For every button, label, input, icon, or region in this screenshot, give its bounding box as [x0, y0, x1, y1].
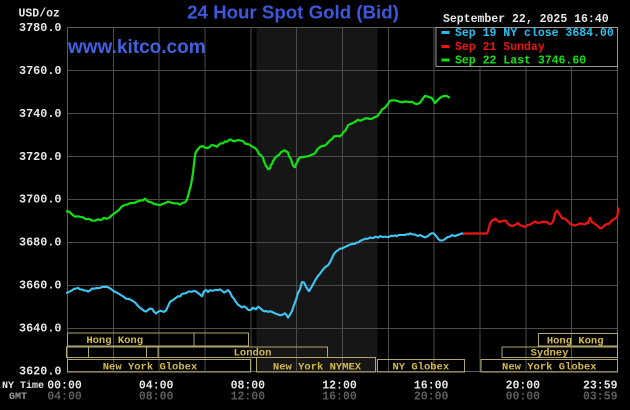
svg-text:3760.0: 3760.0: [19, 64, 61, 78]
svg-text:3740.0: 3740.0: [19, 107, 61, 121]
svg-text:04:00: 04:00: [47, 391, 82, 404]
svg-text:16:00: 16:00: [414, 380, 449, 393]
svg-text:Sep 19 NY close 3684.00: Sep 19 NY close 3684.00: [455, 27, 614, 40]
svg-text:23:59: 23:59: [583, 380, 618, 393]
svg-text:Sydney: Sydney: [531, 348, 570, 360]
svg-text:Sep 21 Sunday: Sep 21 Sunday: [455, 41, 545, 54]
svg-text:3700.0: 3700.0: [19, 193, 61, 207]
svg-text:Hong Kong: Hong Kong: [547, 336, 604, 348]
svg-text:03:59: 03:59: [583, 391, 618, 404]
svg-text:12:00: 12:00: [231, 391, 266, 404]
svg-text:New York NYMEX: New York NYMEX: [273, 361, 362, 373]
svg-text:3660.0: 3660.0: [19, 279, 61, 293]
svg-text:20:00: 20:00: [414, 391, 449, 404]
svg-text:www.kitco.com: www.kitco.com: [67, 37, 206, 58]
svg-text:24 Hour Spot Gold (Bid): 24 Hour Spot Gold (Bid): [187, 2, 399, 23]
svg-text:Hong Kong: Hong Kong: [86, 335, 143, 347]
svg-text:04:00: 04:00: [139, 380, 174, 393]
svg-text:08:00: 08:00: [231, 380, 266, 393]
svg-text:GMT: GMT: [9, 392, 27, 403]
svg-text:NY Globex: NY Globex: [392, 361, 449, 373]
svg-text:12:00: 12:00: [322, 380, 357, 393]
svg-text:00:00: 00:00: [506, 391, 541, 404]
svg-text:London: London: [234, 348, 272, 360]
svg-text:20:00: 20:00: [506, 380, 541, 393]
svg-text:New York Globex: New York Globex: [103, 361, 198, 373]
svg-text:USD/oz: USD/oz: [19, 8, 61, 21]
svg-text:3780.0: 3780.0: [19, 21, 61, 35]
svg-text:16:00: 16:00: [322, 391, 357, 404]
svg-text:3620.0: 3620.0: [19, 365, 61, 379]
svg-text:New York Globex: New York Globex: [502, 361, 597, 373]
svg-text:08:00: 08:00: [139, 391, 174, 404]
svg-text:September 22, 2025 16:40: September 22, 2025 16:40: [443, 13, 609, 26]
svg-text:3720.0: 3720.0: [19, 150, 61, 164]
svg-text:3640.0: 3640.0: [19, 322, 61, 336]
svg-text:Sep 22 Last 3746.60: Sep 22 Last 3746.60: [455, 55, 586, 68]
svg-text:NY Time: NY Time: [2, 380, 44, 392]
svg-text:00:00: 00:00: [47, 380, 82, 393]
svg-text:3680.0: 3680.0: [19, 236, 61, 250]
